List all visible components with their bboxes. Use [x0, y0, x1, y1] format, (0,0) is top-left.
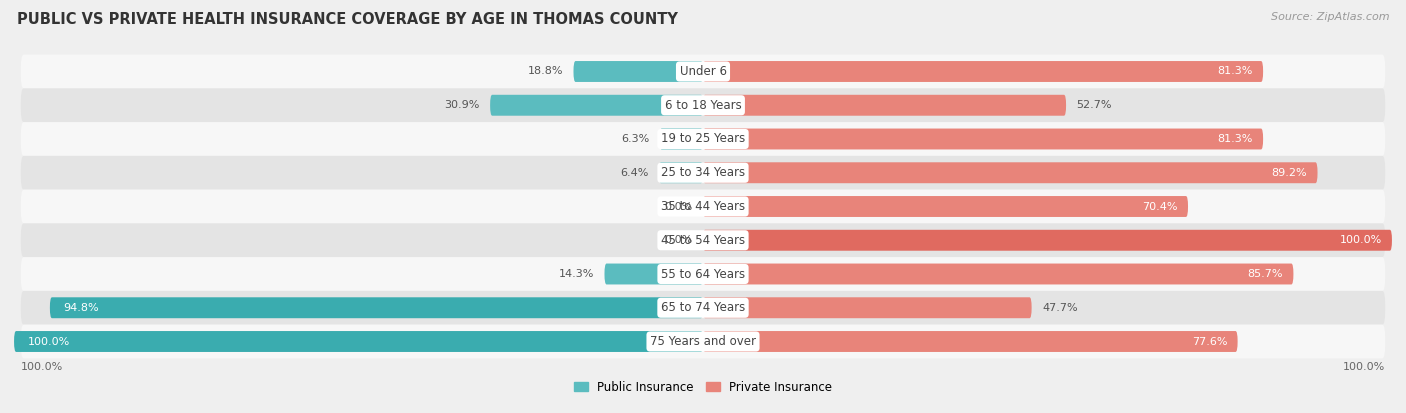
Text: 45 to 54 Years: 45 to 54 Years — [661, 234, 745, 247]
FancyBboxPatch shape — [703, 128, 1263, 150]
FancyBboxPatch shape — [21, 55, 1385, 88]
FancyBboxPatch shape — [21, 190, 1385, 223]
Text: 100.0%: 100.0% — [1343, 363, 1385, 373]
Text: 55 to 64 Years: 55 to 64 Years — [661, 268, 745, 280]
FancyBboxPatch shape — [703, 95, 1066, 116]
FancyBboxPatch shape — [659, 128, 703, 150]
FancyBboxPatch shape — [703, 331, 1237, 352]
FancyBboxPatch shape — [574, 61, 703, 82]
Text: 6.4%: 6.4% — [620, 168, 648, 178]
FancyBboxPatch shape — [703, 263, 1294, 285]
FancyBboxPatch shape — [703, 61, 1263, 82]
Text: 47.7%: 47.7% — [1042, 303, 1077, 313]
Legend: Public Insurance, Private Insurance: Public Insurance, Private Insurance — [569, 376, 837, 399]
FancyBboxPatch shape — [703, 230, 1392, 251]
FancyBboxPatch shape — [21, 257, 1385, 291]
Text: 81.3%: 81.3% — [1218, 66, 1253, 76]
Text: Under 6: Under 6 — [679, 65, 727, 78]
Text: 25 to 34 Years: 25 to 34 Years — [661, 166, 745, 179]
FancyBboxPatch shape — [21, 291, 1385, 325]
Text: 18.8%: 18.8% — [527, 66, 564, 76]
Text: 14.3%: 14.3% — [558, 269, 595, 279]
FancyBboxPatch shape — [703, 162, 1317, 183]
FancyBboxPatch shape — [21, 223, 1385, 257]
Text: 100.0%: 100.0% — [21, 363, 63, 373]
FancyBboxPatch shape — [605, 263, 703, 285]
Text: 6.3%: 6.3% — [621, 134, 650, 144]
Text: 52.7%: 52.7% — [1077, 100, 1112, 110]
Text: 77.6%: 77.6% — [1192, 337, 1227, 347]
FancyBboxPatch shape — [21, 156, 1385, 190]
FancyBboxPatch shape — [659, 162, 703, 183]
Text: 0.0%: 0.0% — [665, 202, 693, 211]
Text: 70.4%: 70.4% — [1142, 202, 1178, 211]
Text: 94.8%: 94.8% — [63, 303, 100, 313]
FancyBboxPatch shape — [21, 88, 1385, 122]
Text: 81.3%: 81.3% — [1218, 134, 1253, 144]
FancyBboxPatch shape — [21, 325, 1385, 358]
FancyBboxPatch shape — [21, 122, 1385, 156]
Text: 89.2%: 89.2% — [1271, 168, 1308, 178]
FancyBboxPatch shape — [14, 331, 703, 352]
Text: 65 to 74 Years: 65 to 74 Years — [661, 301, 745, 314]
FancyBboxPatch shape — [703, 196, 1188, 217]
Text: 0.0%: 0.0% — [665, 235, 693, 245]
FancyBboxPatch shape — [703, 297, 1032, 318]
Text: 19 to 25 Years: 19 to 25 Years — [661, 133, 745, 145]
Text: 75 Years and over: 75 Years and over — [650, 335, 756, 348]
Text: 6 to 18 Years: 6 to 18 Years — [665, 99, 741, 112]
Text: 100.0%: 100.0% — [1340, 235, 1382, 245]
Text: 85.7%: 85.7% — [1247, 269, 1284, 279]
FancyBboxPatch shape — [491, 95, 703, 116]
Text: PUBLIC VS PRIVATE HEALTH INSURANCE COVERAGE BY AGE IN THOMAS COUNTY: PUBLIC VS PRIVATE HEALTH INSURANCE COVER… — [17, 12, 678, 27]
FancyBboxPatch shape — [49, 297, 703, 318]
Text: 100.0%: 100.0% — [28, 337, 70, 347]
Text: Source: ZipAtlas.com: Source: ZipAtlas.com — [1271, 12, 1389, 22]
Text: 30.9%: 30.9% — [444, 100, 479, 110]
Text: 35 to 44 Years: 35 to 44 Years — [661, 200, 745, 213]
